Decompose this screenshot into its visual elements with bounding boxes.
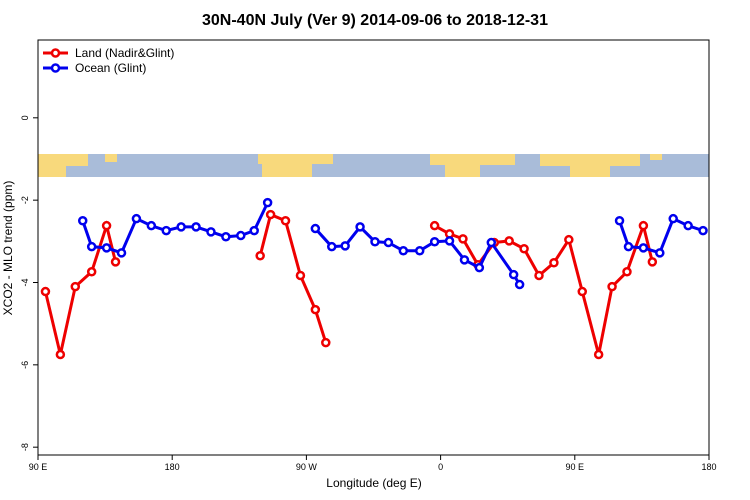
point: [340, 241, 350, 251]
point: [146, 220, 157, 231]
legend-marker: [50, 48, 61, 58]
point: [101, 243, 112, 253]
legend-marker: [50, 63, 61, 73]
point: [698, 225, 708, 236]
point: [206, 227, 216, 237]
point: [638, 220, 649, 231]
point: [534, 270, 544, 281]
point: [86, 241, 97, 252]
point: [398, 246, 409, 256]
point: [326, 241, 337, 252]
plot-frame: [37, 39, 710, 456]
point: [255, 250, 265, 261]
point: [310, 304, 321, 315]
point: [310, 223, 321, 234]
point: [607, 281, 617, 292]
y-tick-label: -4: [20, 278, 30, 286]
chart-title: 30N-40N July (Ver 9) 2014-09-06 to 2018-…: [202, 12, 548, 29]
point: [622, 267, 632, 277]
point: [593, 349, 604, 360]
point: [131, 213, 142, 224]
point: [683, 220, 693, 231]
point: [116, 248, 127, 258]
point: [508, 269, 519, 280]
point: [265, 209, 276, 220]
map-strip: [38, 154, 709, 177]
point: [77, 215, 88, 226]
point: [110, 257, 121, 267]
point: [55, 349, 66, 360]
point: [486, 237, 497, 248]
point: [262, 197, 273, 208]
x-axis-label: Longitude (deg E): [326, 476, 421, 490]
point: [236, 230, 246, 241]
point: [444, 236, 455, 246]
point: [655, 248, 665, 258]
point: [429, 236, 440, 247]
point: [647, 257, 658, 267]
point: [295, 270, 306, 281]
point: [176, 222, 186, 232]
point: [504, 236, 514, 246]
point: [383, 237, 394, 248]
point: [191, 222, 201, 232]
x-tick-label: 90 E: [566, 462, 585, 472]
y-tick-label: 0: [20, 115, 30, 120]
x-tick-label: 0: [438, 462, 443, 472]
point: [221, 232, 231, 242]
point: [564, 234, 574, 245]
x-tick-label: 90 E: [29, 462, 48, 472]
point: [474, 262, 485, 273]
y-tick-label: -8: [20, 443, 30, 451]
point: [623, 241, 634, 252]
y-axis-label: XCO2 - MLO trend (ppm): [1, 181, 15, 316]
point: [101, 220, 112, 231]
point: [414, 246, 425, 256]
point: [355, 222, 365, 232]
point: [514, 279, 525, 290]
y-tick-label: -2: [20, 196, 30, 204]
legend-label: Land (Nadir&Glint): [75, 46, 174, 60]
point: [40, 286, 51, 297]
point: [429, 220, 440, 231]
x-tick-label: 180: [701, 462, 716, 472]
legend-label: Ocean (Glint): [75, 61, 146, 75]
point: [459, 255, 470, 265]
series-line: [43, 212, 654, 355]
point: [668, 213, 678, 224]
point: [370, 236, 380, 247]
point: [86, 267, 97, 277]
point: [614, 215, 625, 226]
point: [519, 243, 529, 254]
point: [161, 225, 171, 236]
point: [577, 286, 588, 297]
point: [70, 281, 81, 292]
point: [549, 257, 559, 268]
point: [638, 243, 649, 253]
point: [249, 225, 259, 236]
point: [321, 337, 331, 348]
point: [458, 234, 468, 244]
x-tick-label: 90 W: [296, 462, 318, 472]
y-tick-label: -6: [20, 361, 30, 369]
point: [280, 215, 291, 226]
x-tick-label: 180: [165, 462, 180, 472]
